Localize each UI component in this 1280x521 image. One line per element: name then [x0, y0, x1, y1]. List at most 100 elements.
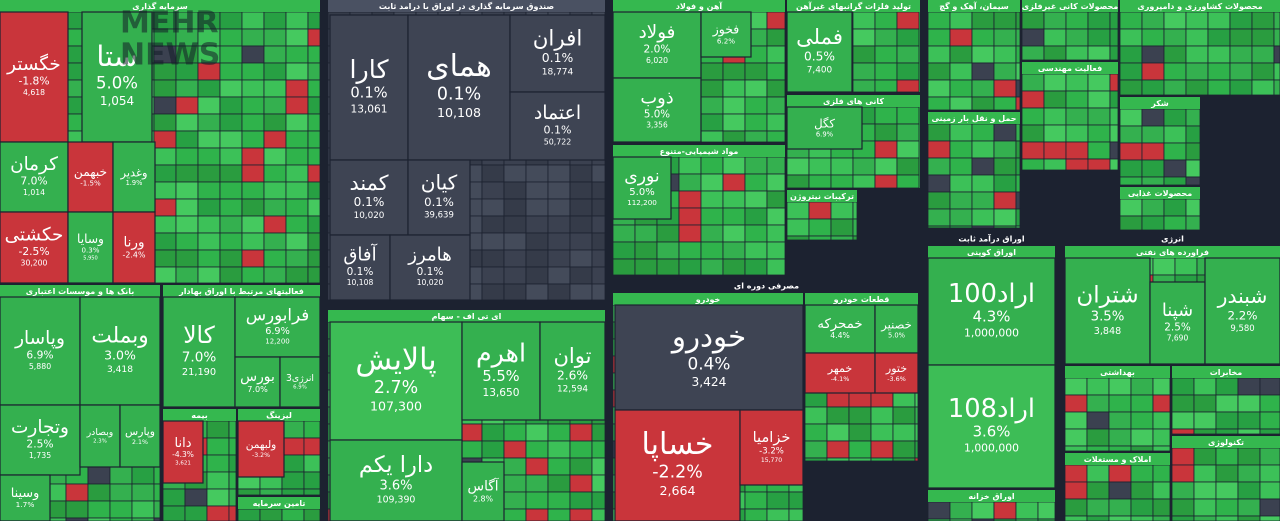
filler-cell	[1141, 62, 1165, 81]
sector-title: بیمه	[191, 411, 207, 420]
filler-cell	[263, 198, 287, 217]
tile-box	[329, 439, 463, 521]
filler-cell	[722, 241, 746, 260]
tile-change: 0.1%	[354, 195, 385, 209]
filler-cell	[1065, 158, 1089, 171]
filler-cell	[241, 147, 265, 166]
filler-cell	[1087, 11, 1111, 30]
filler-cell	[766, 258, 786, 276]
filler-cell	[481, 249, 505, 268]
filler-cell	[1109, 45, 1119, 61]
filler-cell	[927, 96, 951, 111]
tile-price: 50,722	[544, 138, 572, 147]
filler-cell	[1152, 445, 1171, 452]
filler-cell	[241, 181, 265, 200]
filler-cell	[1229, 45, 1253, 64]
sector-title: صندوق سرمایه گذاری در اوراق با درامد ثاب…	[379, 1, 555, 11]
filler-cell	[830, 174, 854, 189]
filler-cell	[766, 190, 786, 209]
filler-cell	[547, 215, 571, 234]
filler-cell	[700, 173, 724, 192]
filler-cell	[874, 11, 898, 30]
filler-cell	[569, 249, 593, 268]
filler-cell	[153, 198, 177, 217]
filler-cell	[874, 157, 898, 176]
group-header	[928, 230, 1055, 246]
filler-cell	[1119, 11, 1143, 30]
filler-cell	[481, 164, 505, 183]
filler-cell	[971, 79, 995, 98]
filler-cell	[259, 488, 283, 496]
tile-name: ورنا	[123, 235, 144, 251]
filler-cell	[852, 45, 876, 64]
sector-header	[328, 0, 605, 12]
filler-cell	[892, 457, 916, 462]
tile-name: خمهر	[827, 362, 853, 375]
filler-cell	[766, 28, 786, 47]
filler-cell	[481, 440, 505, 459]
filler-cell	[175, 79, 199, 98]
filler-cell	[1119, 45, 1143, 64]
tile-price: 13,061	[350, 103, 387, 115]
sector-title: تامین سرمایه	[253, 499, 306, 508]
tile-box	[1064, 257, 1151, 365]
tile-change: -1.8%	[18, 74, 49, 87]
tile-change: -4.1%	[831, 375, 850, 383]
tile-change: -4.3%	[172, 450, 194, 459]
filler-cell	[153, 517, 161, 521]
filler-cell	[503, 423, 527, 442]
tile-change: 3.5%	[1091, 310, 1125, 325]
tile-change: -3.2%	[252, 452, 270, 459]
tile-box	[79, 404, 121, 468]
tile-price: 1,054	[100, 94, 134, 108]
filler-cell	[285, 11, 309, 30]
filler-cell	[241, 28, 265, 47]
filler-cell	[153, 232, 177, 251]
filler-cell	[219, 181, 243, 200]
filler-cell	[1215, 481, 1239, 500]
sector-header	[238, 409, 320, 421]
filler-cell	[525, 164, 549, 183]
filler-cell	[949, 96, 973, 111]
sector-title: اوراق خزانه	[968, 492, 1015, 501]
filler-cell	[1215, 447, 1239, 466]
tile-price: 3,621	[175, 461, 191, 467]
filler-cell	[503, 457, 527, 476]
filler-cell	[1043, 107, 1067, 126]
filler-cell	[525, 232, 549, 251]
filler-cell	[744, 491, 768, 510]
sector-title: اوراق کوپنی	[967, 248, 1016, 257]
filler-cell	[303, 488, 321, 496]
sector: محصولات کشاورزی و دامپروری	[1119, 0, 1280, 96]
tile: شتران 3.5%3,848	[1064, 257, 1151, 365]
sector: فعالیت مهندسی	[1021, 62, 1119, 171]
filler-cell	[852, 174, 876, 189]
filler-cell	[197, 79, 221, 98]
filler-cell	[109, 500, 133, 519]
filler-cell	[786, 235, 810, 241]
filler-cell	[1185, 176, 1201, 186]
filler-cell	[1273, 79, 1280, 96]
filler-cell	[1015, 140, 1021, 159]
filler-cell	[896, 123, 920, 142]
filler-cell	[722, 224, 746, 243]
filler-cell	[1015, 11, 1021, 30]
group-header	[613, 277, 920, 293]
tile-price: 1,014	[23, 188, 45, 197]
filler-cell	[914, 423, 919, 442]
tile-price: 6,020	[646, 56, 668, 65]
filler-cell	[1037, 501, 1056, 520]
filler-cell	[219, 11, 243, 30]
filler-cell	[1109, 11, 1119, 30]
filler-cell	[1259, 428, 1280, 435]
filler-cell	[1163, 79, 1187, 96]
filler-cell	[219, 147, 243, 166]
filler-cell	[263, 28, 287, 47]
sector-title: مواد شیمیایی-متنوع	[660, 147, 739, 156]
